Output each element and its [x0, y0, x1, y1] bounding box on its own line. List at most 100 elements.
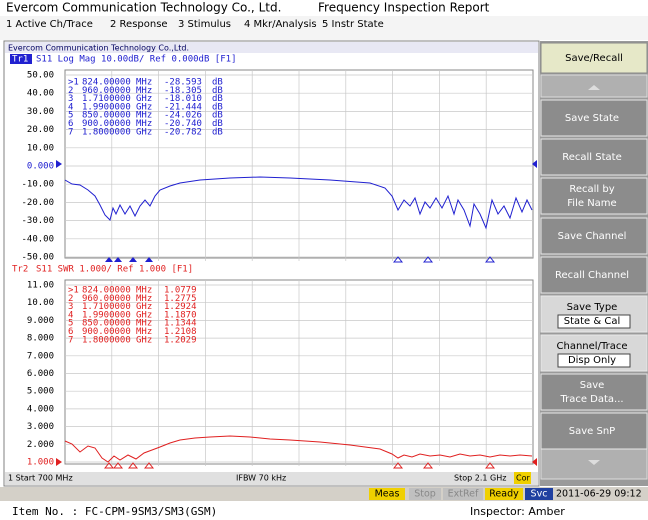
softkey-label: State & Cal	[564, 316, 621, 327]
softkey-label: Channel/Trace	[557, 341, 628, 352]
marker-cell: MHz	[136, 78, 152, 88]
footer-inspector: Inspector: Amber	[470, 505, 565, 518]
marker-cell: 6	[68, 327, 73, 337]
trace1-marker-arrows	[105, 257, 153, 262]
tr1-info: S11 Log Mag 10.00dB/ Ref 0.000dB [F1]	[36, 55, 236, 65]
menu-item[interactable]: 1 Active Ch/Trace	[6, 19, 93, 30]
y-tick-label: 50.00	[27, 71, 54, 81]
marker-cell: 960.00000	[82, 86, 131, 96]
softkey-title: Save/Recall	[565, 53, 623, 64]
y-tick-label: -40.00	[21, 234, 54, 244]
y-tick-label: 10.00	[27, 298, 54, 308]
y-tick-label: 4.000	[27, 404, 54, 414]
menu-item[interactable]: 3 Stimulus	[178, 19, 231, 30]
softkey-label: Recall Channel	[555, 270, 629, 281]
marker-cell: GHz	[136, 102, 152, 112]
softkey-label: File Name	[567, 198, 616, 209]
y-tick-label: 30.00	[27, 107, 54, 117]
marker-cell: MHz	[136, 286, 152, 296]
marker-cell: >1	[68, 286, 79, 296]
footer-item: Item No. : FC-CPM-9SM3/SM3(GSM)	[12, 505, 217, 518]
y-tick-label: 5.000	[27, 387, 54, 397]
y-tick-label: 20.00	[27, 125, 54, 135]
marker-cell: 6	[68, 119, 73, 129]
marker-cell: 1.7100000	[82, 302, 131, 312]
menu-item[interactable]: 4 Mkr/Analysis	[244, 19, 317, 30]
status-badge	[409, 488, 441, 500]
screen-status	[5, 472, 538, 485]
marker-cell: 1.0779	[164, 286, 197, 296]
softkey[interactable]	[540, 99, 648, 137]
start-freq: 1 Start 700 MHz	[8, 474, 73, 483]
ifbw: IFBW 70 kHz	[236, 474, 286, 483]
status-badge	[485, 488, 523, 500]
marker-cell: MHz	[136, 294, 152, 304]
marker-cell: 2	[68, 294, 73, 304]
marker-cell: GHz	[136, 310, 152, 320]
grid	[65, 70, 533, 466]
y-tick-label: 7.000	[27, 351, 54, 361]
softkey-label: Trace Data...	[559, 394, 623, 405]
stop-freq: Stop 2.1 GHz	[454, 474, 506, 483]
tr1-badge	[10, 54, 32, 64]
trace2-marker-arrows	[103, 462, 496, 469]
status-text: Meas	[375, 489, 400, 500]
y-tick-label: 40.00	[27, 89, 54, 99]
marker-cell: GHz	[136, 302, 152, 312]
softkey[interactable]	[540, 412, 648, 450]
softkey[interactable]	[540, 177, 648, 215]
menu-bar	[0, 16, 648, 40]
marker-cell: dB	[212, 78, 223, 88]
marker-cell: 4	[68, 102, 73, 112]
marker-cell: 1.2108	[164, 327, 197, 337]
marker-cell: 1.2775	[164, 294, 197, 304]
y-tick-label: 0.000	[27, 162, 54, 172]
trace-2	[64, 435, 533, 463]
marker-cell: 1.8000000	[82, 127, 131, 137]
menu-item[interactable]: 5 Instr State	[322, 19, 384, 30]
marker-cell: MHz	[136, 111, 152, 121]
status-text: Ready	[489, 489, 519, 500]
softkey-label: Save SnP	[569, 426, 615, 437]
status-badge	[525, 488, 553, 500]
marker-cell: 5	[68, 111, 73, 121]
trace1-marker-arrows-right	[392, 256, 496, 263]
status-badge	[369, 488, 405, 500]
softkey[interactable]	[540, 373, 648, 411]
channel-title: Evercom Communication Technology Co.,Ltd…	[8, 44, 189, 53]
marker-cell: GHz	[136, 94, 152, 104]
menu-item[interactable]: 2 Response	[110, 19, 168, 30]
y-tick-label: 9.000	[27, 316, 54, 326]
cor: Cor	[516, 474, 530, 483]
y-tick-label: -20.00	[21, 198, 54, 208]
marker-cell: 4	[68, 310, 73, 320]
marker-cell: 1.8000000	[82, 335, 131, 345]
softkey[interactable]	[540, 256, 648, 294]
softkey[interactable]	[540, 217, 648, 255]
marker-cell: dB	[212, 127, 223, 137]
header-report: Frequency Inspection Report	[318, 1, 490, 15]
y-tick-label: 10.00	[27, 143, 54, 153]
channel-bar	[5, 42, 538, 53]
y-tick-label: -30.00	[21, 216, 54, 226]
marker-cell: 2	[68, 86, 73, 96]
scroll-down-arrow	[588, 460, 600, 465]
marker-cell: -20.740	[164, 119, 202, 129]
cor-badge	[514, 472, 531, 484]
ref-arrow-2	[56, 458, 62, 466]
marker-cell: GHz	[136, 127, 152, 137]
y-tick-label: 8.000	[27, 334, 54, 344]
y-tick-label: 1.000	[27, 458, 54, 468]
marker-cell: >1	[68, 78, 79, 88]
marker-cell: 3	[68, 94, 73, 104]
marker-cell: -20.782	[164, 127, 202, 137]
ref-arrow-2r	[532, 458, 537, 466]
marker-cell: dB	[212, 94, 223, 104]
marker-cell: MHz	[136, 86, 152, 96]
marker-cell: 1.7100000	[82, 94, 131, 104]
marker-cell: 3	[68, 302, 73, 312]
tr2-label: Tr2	[12, 265, 28, 275]
marker-cell: 900.00000	[82, 327, 131, 337]
marker-cell: 1.9900000	[82, 310, 131, 320]
softkey[interactable]	[540, 138, 648, 176]
